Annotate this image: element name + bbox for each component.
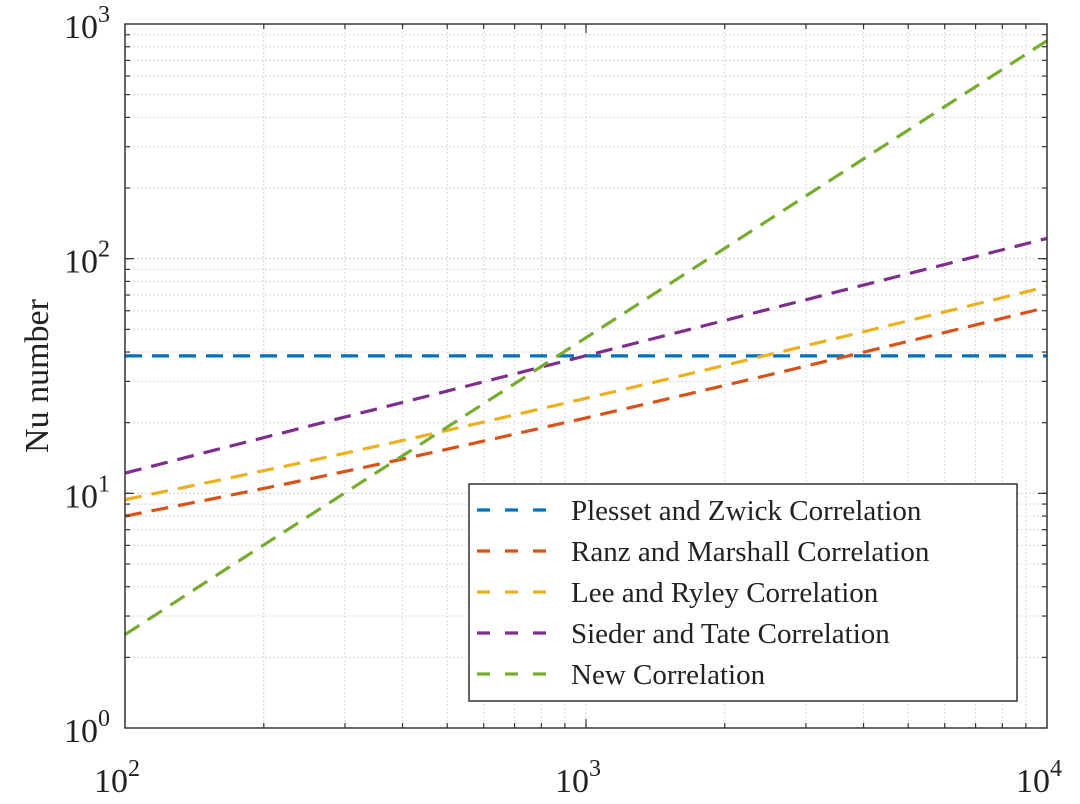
tick-labels: 102 103 104 100 101 102 103	[64, 2, 1062, 800]
legend-label: Plesset and Zwick Correlation	[571, 495, 922, 527]
y-tick-label: 102	[64, 237, 110, 281]
legend: Plesset and Zwick Correlation Ranz and Ma…	[468, 483, 1018, 702]
x-tick-label: 102	[94, 756, 140, 800]
axis-ticks	[125, 24, 1047, 728]
x-tick-label: 104	[1016, 756, 1062, 800]
y-tick-label: 103	[64, 2, 110, 46]
series-line-sieder-and-tate-correlation	[124, 236, 1048, 475]
legend-label: Ranz and Marshall Correlation	[571, 536, 930, 568]
y-axis-label: Nu number	[19, 298, 56, 453]
y-tick-label: 101	[64, 471, 110, 515]
legend-box	[468, 483, 1018, 702]
x-tick-label: 103	[555, 756, 601, 800]
y-tick-label: 100	[64, 706, 110, 750]
series-line-new-correlation	[124, 39, 1048, 636]
series-line-ranz-and-marshall-correlation	[124, 305, 1048, 518]
legend-label: Lee and Ryley Correlation	[571, 577, 879, 609]
legend-label: New Correlation	[571, 659, 766, 691]
series-lines	[124, 39, 1048, 636]
series-line-lee-and-ryley-correlation	[124, 285, 1048, 502]
legend-label: Sieder and Tate Correlation	[571, 618, 890, 650]
